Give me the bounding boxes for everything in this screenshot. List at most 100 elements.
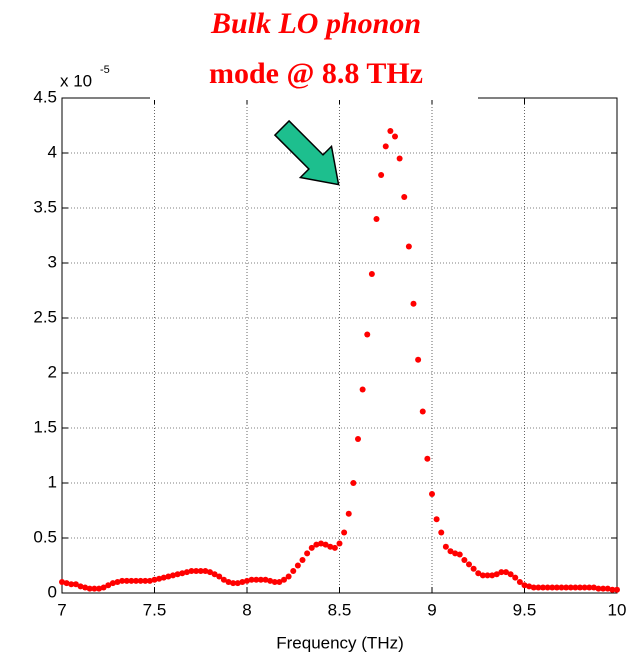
- point: [336, 540, 343, 547]
- point: [253, 576, 260, 583]
- point: [359, 386, 366, 393]
- point: [387, 128, 394, 134]
- point: [244, 577, 250, 584]
- point: [479, 572, 486, 579]
- point: [405, 243, 412, 250]
- point: [183, 569, 190, 576]
- point: [378, 172, 385, 178]
- point: [304, 550, 311, 557]
- point: [567, 584, 574, 591]
- point: [563, 584, 570, 591]
- point: [544, 584, 551, 591]
- point: [507, 571, 514, 578]
- point: [373, 216, 380, 222]
- point: [290, 568, 297, 574]
- point: [156, 575, 163, 582]
- y-tick-label: 0.5: [33, 527, 57, 546]
- y-tick-label: 4.5: [33, 87, 57, 106]
- point: [410, 300, 417, 307]
- point: [281, 576, 287, 583]
- point: [452, 550, 459, 557]
- point: [498, 569, 505, 576]
- point: [128, 577, 135, 584]
- point: [207, 569, 213, 576]
- point: [202, 568, 209, 574]
- point: [577, 584, 583, 591]
- point: [133, 577, 139, 584]
- point: [174, 571, 181, 578]
- point: [123, 577, 130, 584]
- point: [540, 584, 546, 591]
- point: [100, 584, 107, 591]
- point: [530, 584, 537, 591]
- point: [442, 543, 449, 550]
- y-tick-label: 3: [48, 252, 57, 271]
- point: [447, 548, 454, 555]
- point: [308, 544, 315, 551]
- annotation-line: mode @ 8.8 THz: [209, 57, 423, 90]
- x-axis-label: Frequency (THz): [276, 633, 404, 652]
- point: [456, 551, 463, 558]
- point: [415, 356, 422, 363]
- point: [313, 541, 320, 548]
- point: [299, 557, 306, 563]
- point: [364, 331, 371, 338]
- point: [137, 577, 144, 584]
- point: [461, 557, 468, 563]
- point: [327, 543, 334, 550]
- arrow: [273, 119, 340, 186]
- point: [248, 576, 255, 583]
- point: [151, 576, 158, 583]
- point: [581, 584, 588, 591]
- point: [493, 571, 500, 578]
- point: [225, 579, 232, 585]
- y-scale-base: x 10: [60, 71, 92, 90]
- x-tick-label: 7: [57, 600, 66, 619]
- point: [535, 584, 542, 591]
- point: [96, 585, 102, 592]
- x-tick-label: 9.5: [513, 600, 537, 619]
- point: [549, 584, 556, 591]
- point: [350, 480, 357, 486]
- point: [160, 574, 167, 581]
- y-tick-label: 1.5: [33, 417, 57, 436]
- point: [220, 576, 227, 583]
- point: [91, 585, 98, 592]
- point: [63, 580, 70, 587]
- x-tick-label: 8.5: [328, 600, 352, 619]
- point: [355, 436, 361, 442]
- point: [257, 576, 264, 583]
- point: [526, 583, 533, 590]
- point: [86, 585, 93, 592]
- point: [392, 133, 398, 140]
- y-tick-label: 4: [48, 142, 57, 161]
- point: [262, 576, 269, 583]
- point: [382, 143, 389, 150]
- point: [590, 584, 597, 591]
- point: [489, 572, 496, 579]
- x-tick-label: 8: [242, 600, 251, 619]
- y-tick-label: 2.5: [33, 307, 57, 326]
- point: [586, 584, 593, 591]
- point: [595, 585, 602, 592]
- point: [105, 582, 112, 589]
- y-tick-label: 1: [48, 472, 57, 491]
- point: [470, 565, 477, 572]
- point: [271, 579, 278, 585]
- point: [142, 577, 149, 584]
- y-scale-exponent: -5: [100, 64, 110, 76]
- point: [146, 577, 153, 584]
- point: [82, 584, 89, 591]
- point: [433, 516, 440, 523]
- point: [512, 574, 519, 581]
- point: [276, 579, 283, 585]
- y-tick-label: 3.5: [33, 197, 57, 216]
- point: [72, 581, 79, 588]
- point: [216, 573, 223, 580]
- point: [77, 583, 84, 590]
- point: [230, 580, 237, 587]
- point: [614, 586, 620, 593]
- point: [234, 580, 241, 587]
- y-tick-label: 0: [48, 582, 57, 601]
- point: [438, 529, 445, 536]
